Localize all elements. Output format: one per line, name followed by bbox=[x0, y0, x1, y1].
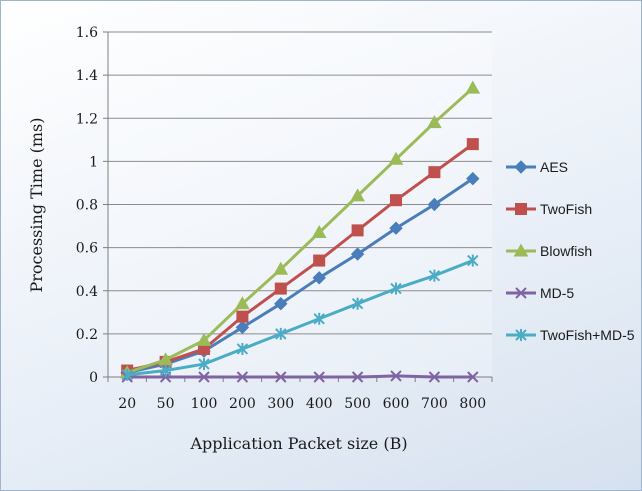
x-tick-label: 800 bbox=[459, 396, 486, 412]
series-line bbox=[126, 177, 474, 375]
data-point bbox=[313, 371, 325, 383]
data-point bbox=[467, 254, 479, 267]
legend-entry: AES bbox=[506, 159, 568, 175]
data-point bbox=[390, 282, 402, 295]
series-line bbox=[127, 374, 473, 379]
data-point bbox=[351, 297, 364, 310]
data-point bbox=[390, 370, 402, 382]
x-tick-label: 300 bbox=[267, 396, 294, 412]
x-tick-label: 20 bbox=[118, 396, 136, 412]
data-point bbox=[390, 194, 402, 207]
x-tick-label: 600 bbox=[383, 396, 410, 412]
y-tick-label: 0.4 bbox=[76, 284, 98, 300]
x-tick-label: 500 bbox=[344, 396, 371, 412]
legend-marker bbox=[515, 203, 527, 215]
x-tick-label: 200 bbox=[229, 396, 256, 412]
data-point bbox=[312, 271, 326, 285]
data-point-stroke bbox=[351, 371, 364, 383]
legend-entry: Blowfish bbox=[506, 243, 592, 259]
x-tick-label: 400 bbox=[306, 396, 333, 412]
legend-marker bbox=[513, 243, 529, 257]
data-point bbox=[428, 166, 441, 179]
data-point bbox=[236, 310, 249, 323]
legend-label: TwoFish+MD-5 bbox=[540, 327, 635, 343]
data-point-stroke bbox=[236, 371, 249, 383]
y-tick-label: 0 bbox=[89, 370, 98, 386]
data-point bbox=[159, 364, 172, 377]
data-point bbox=[351, 224, 364, 237]
data-point bbox=[388, 151, 404, 165]
data-point-stroke bbox=[198, 371, 210, 383]
data-point bbox=[236, 342, 249, 355]
data-point bbox=[350, 247, 365, 261]
data-point bbox=[428, 371, 441, 383]
y-axis-title: Processing Time (ms) bbox=[27, 117, 46, 292]
data-point-stroke bbox=[428, 371, 441, 383]
legend-entry: MD-5 bbox=[506, 285, 574, 301]
data-point bbox=[467, 371, 479, 383]
data-point bbox=[311, 225, 327, 239]
y-tick-label: 1.2 bbox=[76, 111, 98, 127]
data-point bbox=[313, 312, 325, 325]
data-point bbox=[466, 138, 479, 151]
series-line bbox=[127, 259, 474, 377]
data-point bbox=[313, 254, 326, 267]
data-point bbox=[236, 371, 249, 383]
legend-marker-stroke bbox=[515, 287, 527, 299]
series-line bbox=[126, 142, 474, 372]
data-point bbox=[274, 296, 288, 311]
data-point-stroke bbox=[467, 371, 479, 383]
y-tick-label: 1 bbox=[89, 154, 98, 170]
x-axis-title: Application Packet size (B) bbox=[189, 434, 407, 453]
legend-label: Blowfish bbox=[540, 243, 592, 259]
data-point bbox=[427, 115, 442, 129]
y-tick-label: 1.4 bbox=[76, 68, 98, 84]
data-point-stroke bbox=[390, 370, 402, 382]
legend-marker bbox=[515, 329, 527, 341]
data-point bbox=[275, 371, 287, 383]
y-tick-label: 0.8 bbox=[76, 198, 98, 214]
data-point bbox=[350, 188, 365, 202]
data-point-stroke bbox=[313, 371, 325, 383]
series-line bbox=[126, 86, 474, 375]
data-point bbox=[121, 368, 133, 381]
legend-marker bbox=[515, 287, 527, 299]
data-point bbox=[275, 327, 287, 340]
x-tick-label: 700 bbox=[421, 396, 448, 412]
data-point bbox=[274, 282, 287, 295]
x-tick-label: 50 bbox=[157, 396, 175, 412]
legend-label: MD-5 bbox=[540, 285, 574, 301]
data-point bbox=[428, 269, 441, 282]
data-point bbox=[351, 371, 364, 383]
y-tick-label: 1.6 bbox=[76, 25, 98, 41]
data-point bbox=[235, 296, 250, 310]
legend-marker bbox=[514, 160, 528, 174]
legend-label: TwoFish bbox=[540, 201, 592, 217]
data-point bbox=[196, 332, 212, 346]
legend: AES TwoFish Blowfish MD-5 TwoFish+MD-5 bbox=[506, 159, 635, 343]
y-tick-label: 0.6 bbox=[76, 241, 98, 257]
data-series bbox=[119, 80, 481, 383]
data-point-stroke bbox=[275, 371, 287, 383]
data-point bbox=[465, 80, 481, 94]
series-twofish-md-5 bbox=[121, 254, 479, 381]
legend-label: AES bbox=[540, 159, 568, 175]
series-md-5 bbox=[121, 370, 479, 383]
x-tick-label: 100 bbox=[191, 396, 218, 412]
data-point bbox=[198, 371, 210, 383]
legend-entry: TwoFish bbox=[506, 201, 592, 217]
legend-entry: TwoFish+MD-5 bbox=[506, 327, 635, 343]
data-point bbox=[235, 320, 250, 335]
data-point bbox=[198, 358, 210, 371]
data-point bbox=[273, 261, 289, 275]
data-point bbox=[389, 221, 403, 235]
y-tick-label: 0.2 bbox=[76, 327, 98, 343]
data-point bbox=[466, 171, 480, 186]
data-point bbox=[427, 197, 442, 212]
